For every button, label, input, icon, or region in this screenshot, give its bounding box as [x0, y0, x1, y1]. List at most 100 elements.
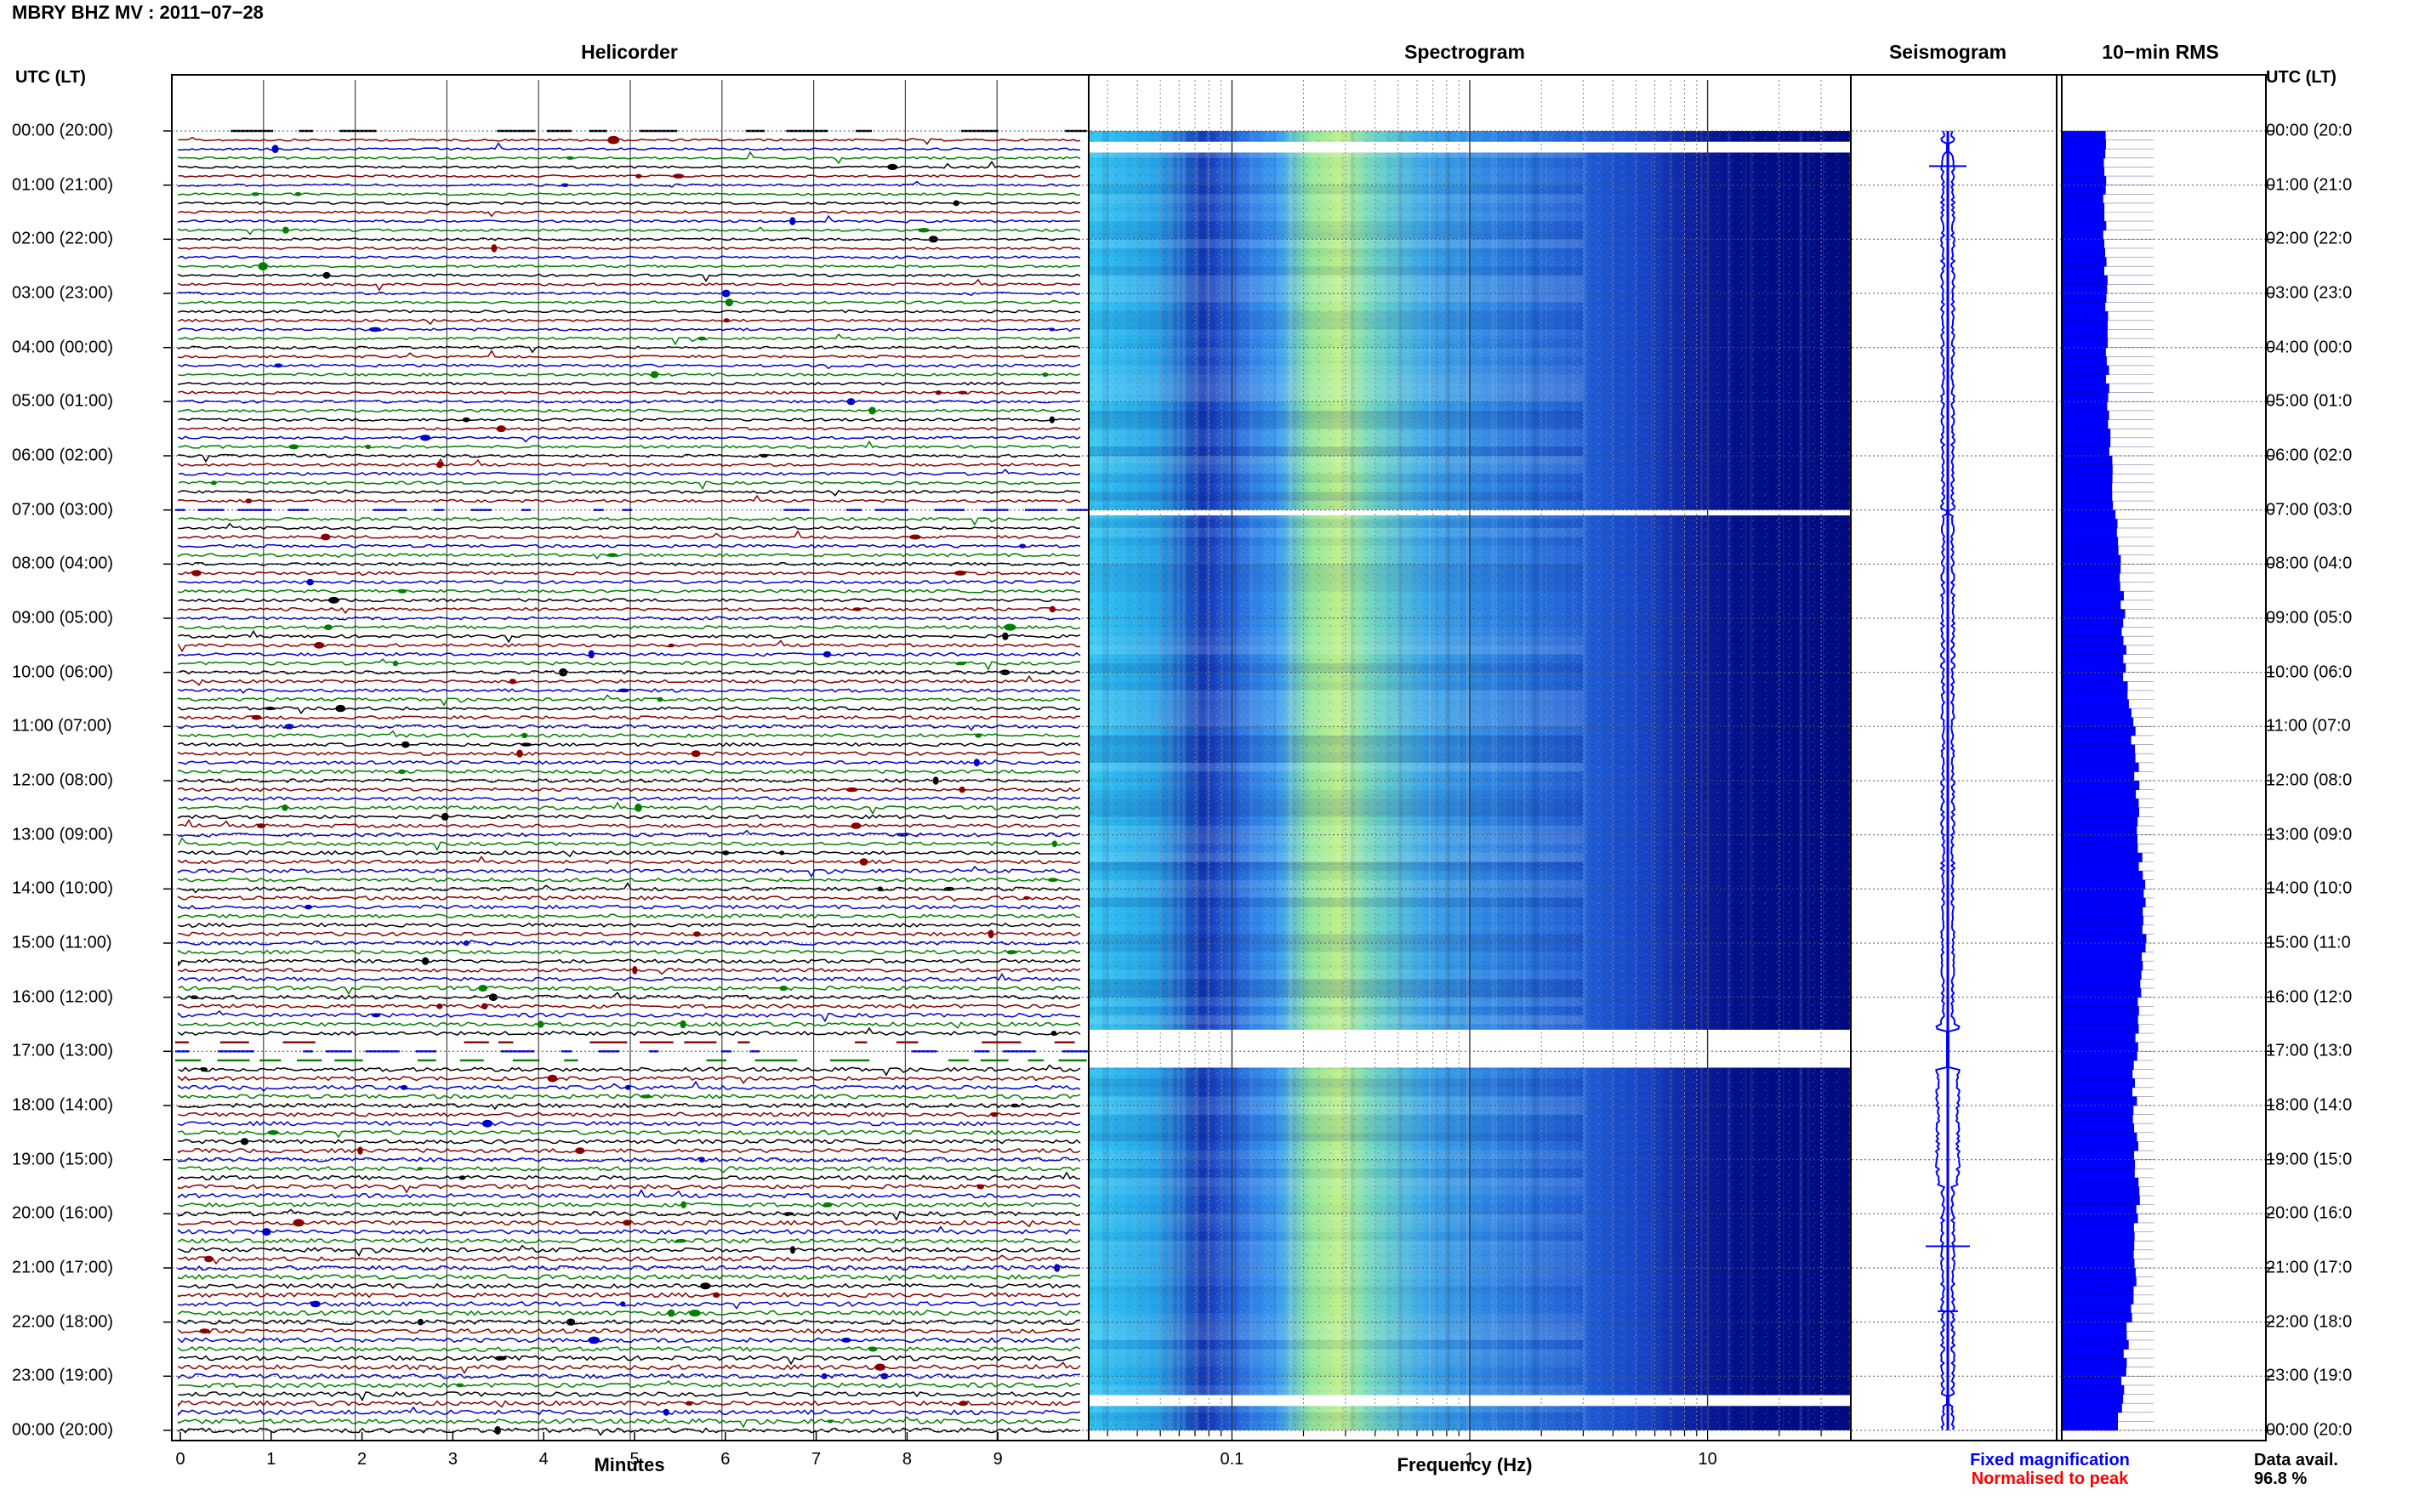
- rms-bar: [2062, 284, 2108, 294]
- helicorder-trace: [178, 530, 1081, 539]
- helicorder-trace: [178, 1094, 1081, 1100]
- rms-bar: [2062, 185, 2106, 195]
- helicorder-event: [932, 776, 939, 785]
- spectrogram-band: [1089, 519, 1584, 528]
- helicorder-trace: [178, 400, 1081, 404]
- rms-bar: [2062, 1259, 2135, 1269]
- helicorder-event: [421, 957, 430, 965]
- spectrogram-streak: [1105, 131, 1109, 1430]
- spectrogram-band: [1089, 572, 1584, 583]
- helicorder-trace: [178, 669, 1081, 675]
- helicorder-trace: [178, 142, 1080, 151]
- helicorder-event: [588, 650, 595, 659]
- spectrogram-band: [1089, 401, 1583, 411]
- helicorder-event: [999, 669, 1010, 675]
- row-label-right: 17:00 (13:0: [2266, 1041, 2353, 1060]
- helicorder-trace: [178, 469, 1081, 476]
- rms-bar: [2062, 663, 2126, 674]
- helicorder-tick-label: 3: [448, 1450, 458, 1469]
- helicorder-event: [700, 1282, 711, 1290]
- spectrogram-band: [1089, 258, 1583, 267]
- helicorder-trace: [178, 1400, 1081, 1408]
- rms-bar: [2062, 1358, 2127, 1368]
- helicorder-event: [310, 1300, 321, 1308]
- spectrogram-band: [1089, 762, 1584, 772]
- helicorder-trace: [178, 1111, 1080, 1117]
- helicorder-event: [668, 643, 674, 647]
- spectrogram-band: [1089, 1358, 1584, 1367]
- rms-bar: [2062, 1286, 2134, 1296]
- helicorder-trace: [178, 136, 1081, 145]
- spectrogram-band: [1089, 247, 1584, 258]
- rms-bar: [2062, 212, 2105, 222]
- spectrogram-band: [1089, 1159, 1584, 1169]
- spectrogram-streak: [1515, 131, 1517, 1430]
- rms-bar: [2062, 699, 2129, 709]
- row-label-left: 06:00 (02:00): [12, 446, 113, 465]
- rms-bar: [2062, 410, 2109, 420]
- row-label-right: 15:00 (11:0: [2266, 933, 2351, 952]
- helicorder-event: [191, 570, 202, 577]
- rms-bar: [2062, 247, 2105, 258]
- helicorder-trace: [178, 489, 1081, 497]
- spectrogram-band: [1089, 149, 1584, 158]
- row-label-right: 23:00 (19:0: [2266, 1366, 2353, 1385]
- helicorder-trace: [178, 922, 1081, 929]
- spectrogram-band: [1089, 275, 1584, 285]
- helicorder-event: [204, 1255, 213, 1263]
- helicorder-event: [400, 1084, 408, 1090]
- spectrogram-band: [1089, 1151, 1584, 1160]
- helicorder-event: [322, 271, 331, 279]
- row-label-left: 22:00 (18:00): [12, 1312, 113, 1332]
- helicorder-trace: [178, 759, 1081, 765]
- rms-bar: [2062, 1339, 2129, 1350]
- helicorder-trace: [178, 588, 1081, 594]
- rms-bar: [2062, 916, 2143, 926]
- rms-bar: [2062, 320, 2108, 330]
- spectrogram-band: [1089, 131, 1583, 140]
- helicorder-event: [482, 1119, 492, 1128]
- helicorder-trace: [178, 688, 1081, 694]
- helicorder-trace: [178, 958, 1081, 967]
- rms-bar: [2062, 492, 2113, 502]
- helicorder-event: [368, 327, 381, 333]
- spectrogram-band: [1089, 483, 1583, 492]
- spectrogram-band: [1089, 1015, 1584, 1025]
- rms-bar: [2062, 401, 2108, 412]
- rms-bar: [2062, 1078, 2135, 1089]
- helicorder-trace: [178, 1026, 1081, 1037]
- helicorder-tick-label: 5: [629, 1450, 639, 1469]
- helicorder-event: [462, 417, 470, 423]
- helicorder-event: [663, 1408, 669, 1416]
- spectrogram-band: [1089, 897, 1584, 907]
- spectrogram-band: [1089, 347, 1584, 357]
- spectrogram-band: [1089, 717, 1584, 727]
- row-label-right: 05:00 (01:0: [2266, 391, 2353, 411]
- helicorder-panel: [171, 80, 1093, 1441]
- spectrogram-band: [1089, 1087, 1584, 1097]
- rms-bar: [2062, 275, 2108, 285]
- spectrogram-band: [1089, 446, 1584, 456]
- helicorder-tick-label: 9: [993, 1450, 1003, 1469]
- spectrogram-streak: [1169, 131, 1171, 1430]
- rms-bar: [2062, 1006, 2139, 1016]
- spectrogram-streak: [1330, 131, 1333, 1430]
- helicorder-event: [420, 435, 431, 441]
- spectrogram-band: [1089, 356, 1583, 366]
- helicorder-trace: [178, 949, 1081, 955]
- row-label-left: 20:00 (16:00): [12, 1203, 113, 1223]
- helicorder-trace: [178, 1120, 1081, 1127]
- rms-bar: [2062, 1159, 2136, 1169]
- helicorder-trace: [178, 309, 1081, 314]
- helicorder-trace: [178, 1003, 1081, 1009]
- helicorder-event: [685, 1401, 693, 1406]
- helicorder-event: [868, 406, 876, 415]
- helicorder-trace: [178, 1102, 1081, 1111]
- rms-bar: [2062, 311, 2109, 321]
- helicorder-event: [1006, 950, 1018, 954]
- helicorder-event: [822, 1202, 833, 1208]
- rms-bar: [2062, 1196, 2140, 1206]
- helicorder-event: [494, 1426, 501, 1435]
- helicorder-event: [877, 886, 883, 892]
- spectrogram-band: [1089, 1006, 1584, 1015]
